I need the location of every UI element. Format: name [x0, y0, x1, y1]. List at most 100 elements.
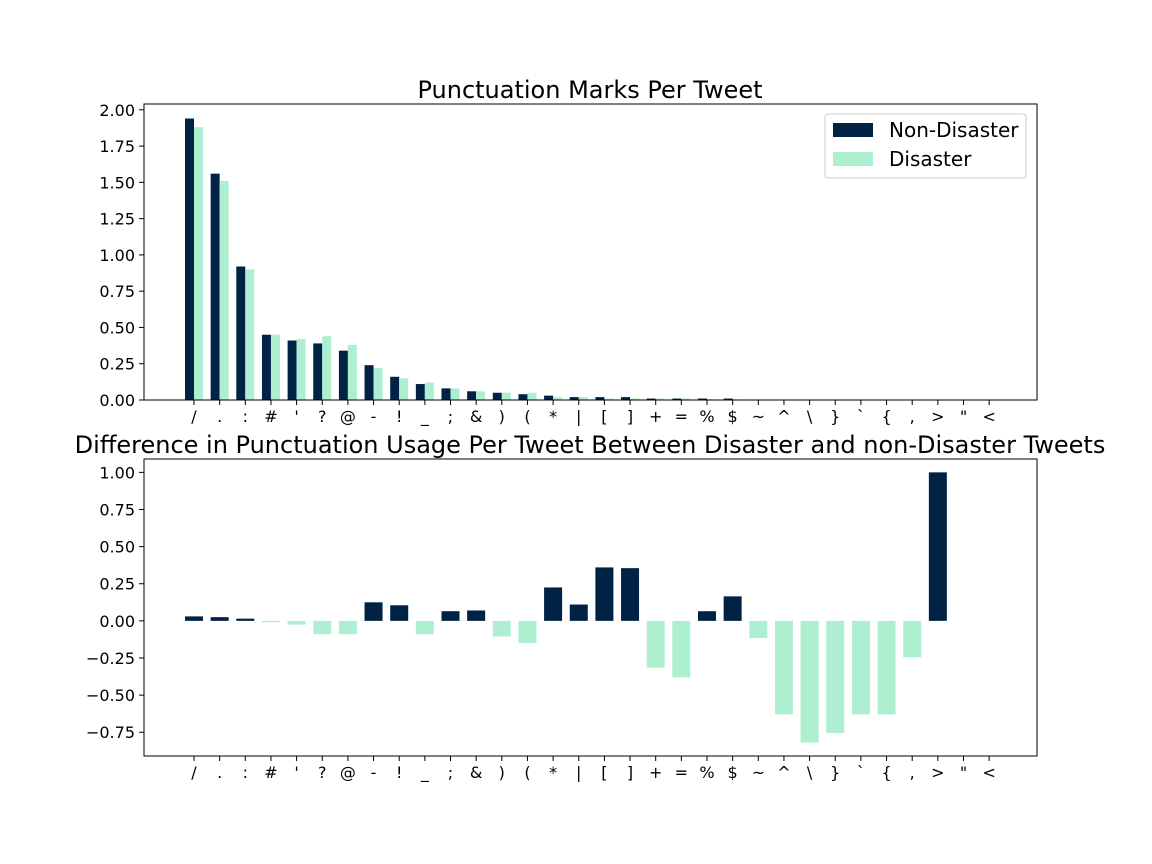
- chart1-bar-disaster-cat-16: [604, 398, 614, 400]
- chart1-bar-non-disaster-cat-17: [621, 397, 631, 400]
- chart2-bar-cat-16: [595, 567, 614, 621]
- chart2-bar-cat-24: [800, 620, 819, 743]
- chart2-frame: [143, 458, 1038, 757]
- chart2-bar-cat-22: [749, 620, 768, 638]
- chart2-xtick-label-cat-1: .: [217, 763, 222, 782]
- chart1-bar-disaster-cat-6: [347, 344, 357, 400]
- chart2-xtick-label-cat-9: _: [420, 763, 430, 783]
- chart2-bar-cat-10: [441, 611, 460, 621]
- chart2-xtick-label-cat-6: @: [340, 763, 356, 782]
- chart1-xtick-label-cat-18: +: [649, 407, 662, 426]
- chart1-bar-non-disaster-cat-1: [210, 173, 220, 400]
- chart2-xtick-label-cat-0: /: [191, 763, 197, 782]
- chart1-ytick-label: 0.50: [99, 318, 135, 337]
- chart1-ytick-label: 2.00: [99, 101, 135, 120]
- chart1-bar-disaster-cat-14: [553, 397, 563, 400]
- chart1-bar-disaster-cat-13: [527, 392, 537, 400]
- chart1-xtick-label-cat-9: _: [420, 407, 430, 427]
- chart1-ytick-label: 1.25: [99, 210, 135, 229]
- chart1-xtick-label-cat-6: @: [340, 407, 356, 426]
- chart1-xtick-label-cat-22: ~: [752, 407, 765, 426]
- chart1-bar-disaster-cat-11: [476, 391, 486, 400]
- chart2-xtick-label-cat-17: ]: [627, 763, 633, 782]
- chart1-bar-disaster-cat-5: [322, 336, 332, 400]
- chart2-xtick-label-cat-28: ,: [910, 763, 915, 782]
- chart1-xtick-label-cat-25: }: [830, 407, 840, 426]
- chart1-xtick-label-cat-3: #: [264, 407, 277, 426]
- chart1-xtick-label-cat-11: &: [470, 407, 482, 426]
- chart2-ytick-label: 0.25: [99, 575, 135, 594]
- chart1-ytick-label: 0.75: [99, 282, 135, 301]
- chart2-ytick-label: 0.00: [99, 612, 135, 631]
- chart2-ytick-label: −0.25: [86, 649, 135, 668]
- chart1-xtick-label-cat-17: ]: [627, 407, 633, 426]
- chart1-bar-non-disaster-cat-21: [723, 398, 733, 400]
- chart2-xtick-label-cat-13: (: [524, 763, 530, 782]
- chart1-bar-non-disaster-cat-6: [338, 350, 348, 400]
- chart2-xtick-label-cat-22: ~: [752, 763, 765, 782]
- chart1-xtick-label-cat-24: \: [807, 407, 813, 426]
- legend-label-non-disaster: Non-Disaster: [889, 118, 1019, 142]
- chart2-xtick-label-cat-15: |: [576, 763, 581, 782]
- chart-punctuation-per-tweet: Punctuation Marks Per Tweet 0.00 0.25 0.50…: [99, 76, 1038, 427]
- chart2-bar-cat-6: [338, 620, 357, 635]
- chart2-xtick-label-cat-21: $: [728, 763, 738, 782]
- chart2-bar-cat-4: [287, 620, 306, 625]
- chart2-xtick-label-cat-26: `: [857, 763, 865, 782]
- chart2-bar-cat-17: [621, 568, 640, 621]
- chart2-xtick-label-cat-31: <: [982, 763, 995, 782]
- chart1-bar-disaster-cat-8: [399, 378, 409, 400]
- chart1-xtick-label-cat-16: [: [601, 407, 607, 426]
- chart1-xtick-label-cat-0: /: [191, 407, 197, 426]
- chart2-bar-cat-0: [185, 616, 203, 621]
- chart1-xtick-label-cat-4: ': [294, 407, 298, 426]
- chart2-bar-cat-8: [390, 605, 409, 621]
- chart1-xtick-label-cat-7: -: [371, 407, 377, 426]
- chart1-bar-non-disaster-cat-11: [467, 391, 477, 400]
- chart2-bar-cat-15: [569, 604, 588, 621]
- chart1-xtick-label-cat-21: $: [728, 407, 738, 426]
- chart2-bar-cat-19: [672, 620, 691, 678]
- chart2-bar-cat-27: [877, 620, 896, 715]
- chart2-ytick-label: 1.00: [99, 463, 135, 482]
- chart1-xtick-label-cat-31: <: [982, 407, 995, 426]
- chart2-title: Difference in Punctuation Usage Per Twee…: [75, 431, 1106, 459]
- chart1-bar-disaster-cat-4: [296, 339, 306, 400]
- chart2-x-axis: /.: # '? @ -! _; &) (* | [] + =% $ ~ ^ \} ` {, > " <: [191, 756, 996, 783]
- legend-swatch-disaster: [833, 152, 873, 166]
- chart2-xtick-label-cat-3: #: [264, 763, 277, 782]
- chart2-xtick-label-cat-2: :: [243, 763, 248, 782]
- chart2-xtick-label-cat-8: !: [396, 763, 402, 782]
- chart2-ytick-label: −0.50: [86, 686, 135, 705]
- chart2-xtick-label-cat-11: &: [470, 763, 482, 782]
- chart2-bar-cat-20: [698, 611, 716, 621]
- chart1-bar-non-disaster-cat-16: [595, 397, 605, 400]
- chart1-bar-non-disaster-cat-10: [441, 388, 451, 400]
- chart2-ytick-label: −0.75: [86, 723, 135, 742]
- chart1-xtick-label-cat-19: =: [675, 407, 688, 426]
- chart1-y-axis: 0.00 0.25 0.50 0.75 1.00 1.25 1.50 1.75 2.00: [99, 101, 144, 410]
- chart1-bar-non-disaster-cat-20: [698, 398, 707, 400]
- chart2-bar-cat-21: [723, 596, 742, 621]
- legend-box: [824, 113, 1027, 179]
- chart2-xtick-label-cat-20: %: [699, 763, 714, 782]
- chart1-xtick-label-cat-10: ;: [448, 407, 453, 426]
- chart2-xtick-label-cat-23: ^: [777, 763, 790, 782]
- legend-label-disaster: Disaster: [889, 147, 972, 171]
- chart2-bar-cat-28: [903, 620, 922, 658]
- chart1-bar-non-disaster-cat-5: [313, 343, 323, 400]
- chart1-xtick-label-cat-12: ): [499, 407, 505, 426]
- chart1-bar-disaster-cat-15: [578, 397, 588, 400]
- chart1-bar-disaster-cat-0: [194, 127, 203, 400]
- chart1-xtick-label-cat-30: ": [960, 407, 967, 426]
- chart1-bar-non-disaster-cat-14: [544, 395, 554, 400]
- chart2-bar-cat-18: [646, 620, 665, 668]
- chart1-xtick-label-cat-20: %: [699, 407, 714, 426]
- chart-punctuation-difference: Difference in Punctuation Usage Per Twee…: [75, 431, 1106, 783]
- chart1-bar-disaster-cat-9: [424, 382, 434, 400]
- chart2-ytick-label: 0.50: [99, 538, 135, 557]
- chart2-bar-cat-25: [826, 620, 845, 733]
- chart1-bar-non-disaster-cat-7: [364, 365, 374, 400]
- chart1-ytick-label: 0.00: [99, 391, 135, 410]
- chart1-bar-non-disaster-cat-15: [569, 397, 579, 400]
